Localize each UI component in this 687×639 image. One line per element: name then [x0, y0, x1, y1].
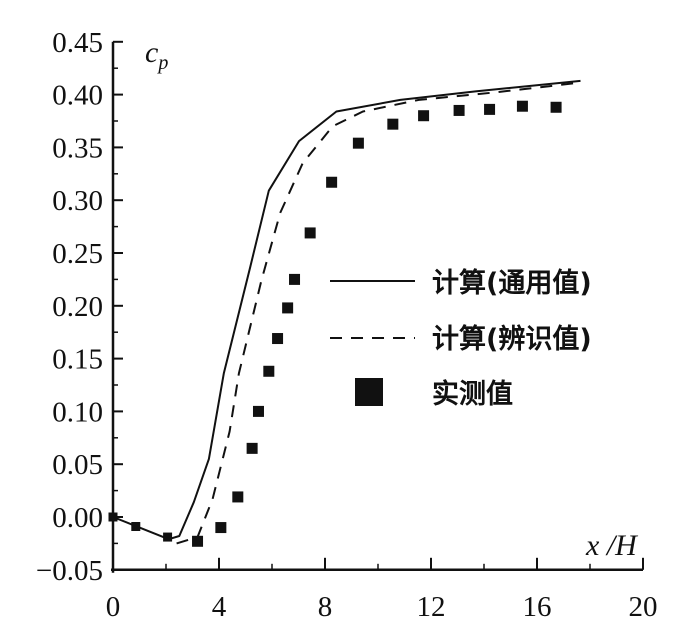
data-point-measured [304, 227, 316, 239]
series-line-identified [176, 82, 577, 545]
data-point-measured [108, 512, 118, 522]
data-point-measured [272, 333, 284, 345]
x-tick-label: 0 [106, 591, 121, 623]
legend-square-marker [355, 378, 383, 406]
y-tick-label: 0.35 [52, 132, 103, 164]
x-tick-label: 12 [417, 591, 446, 623]
data-point-measured [282, 302, 294, 314]
legend-label-identified: 计算(辨识值) [432, 323, 592, 355]
data-point-measured [192, 535, 204, 547]
y-tick-label: 0.00 [52, 502, 103, 534]
series-line-general [112, 79, 581, 541]
axes [111, 41, 643, 573]
data-point-measured [418, 110, 430, 122]
data-point-measured [484, 103, 496, 115]
data-point-measured [453, 104, 465, 116]
plot-area [108, 79, 581, 547]
y-tick-label: 0.20 [52, 291, 103, 323]
y-tick-label: 0.15 [52, 344, 103, 376]
legend: 计算(通用值) 计算(辨识值) 实测值 [330, 267, 592, 410]
data-point-measured [516, 100, 528, 112]
data-point-measured [131, 522, 141, 532]
y-axis-label: cp [145, 36, 168, 74]
data-point-measured [246, 442, 258, 454]
y-tick-label: −0.05 [36, 555, 103, 587]
x-tick-label: 16 [523, 591, 552, 623]
x-tick-label: 4 [212, 591, 227, 623]
y-tick-label: 0.10 [52, 396, 103, 428]
x-tick-label: 20 [629, 591, 658, 623]
legend-label-general: 计算(通用值) [432, 267, 592, 299]
y-tick-label: 0.45 [52, 27, 103, 59]
y-tick-label: 0.40 [52, 80, 103, 112]
data-point-measured [326, 176, 338, 188]
y-tick-label: 0.30 [52, 185, 103, 217]
data-point-measured [232, 491, 244, 503]
y-tick-label: 0.05 [52, 449, 103, 481]
y-tick-label: 0.25 [52, 238, 103, 270]
data-point-measured [263, 365, 275, 377]
data-point-measured [252, 405, 264, 417]
x-tick-label: 8 [318, 591, 333, 623]
x-axis-label: x /H [585, 529, 639, 562]
data-point-measured [289, 273, 301, 285]
data-point-measured [163, 532, 173, 542]
data-point-measured [550, 101, 562, 113]
data-point-measured [215, 522, 227, 534]
data-point-measured [352, 137, 364, 149]
legend-label-measured: 实测值 [432, 378, 513, 410]
ticks: −0.05 0.00 0.05 0.10 0.15 0.20 0.25 0.30 0.35 0.4… [36, 27, 658, 623]
data-point-measured [387, 118, 399, 130]
